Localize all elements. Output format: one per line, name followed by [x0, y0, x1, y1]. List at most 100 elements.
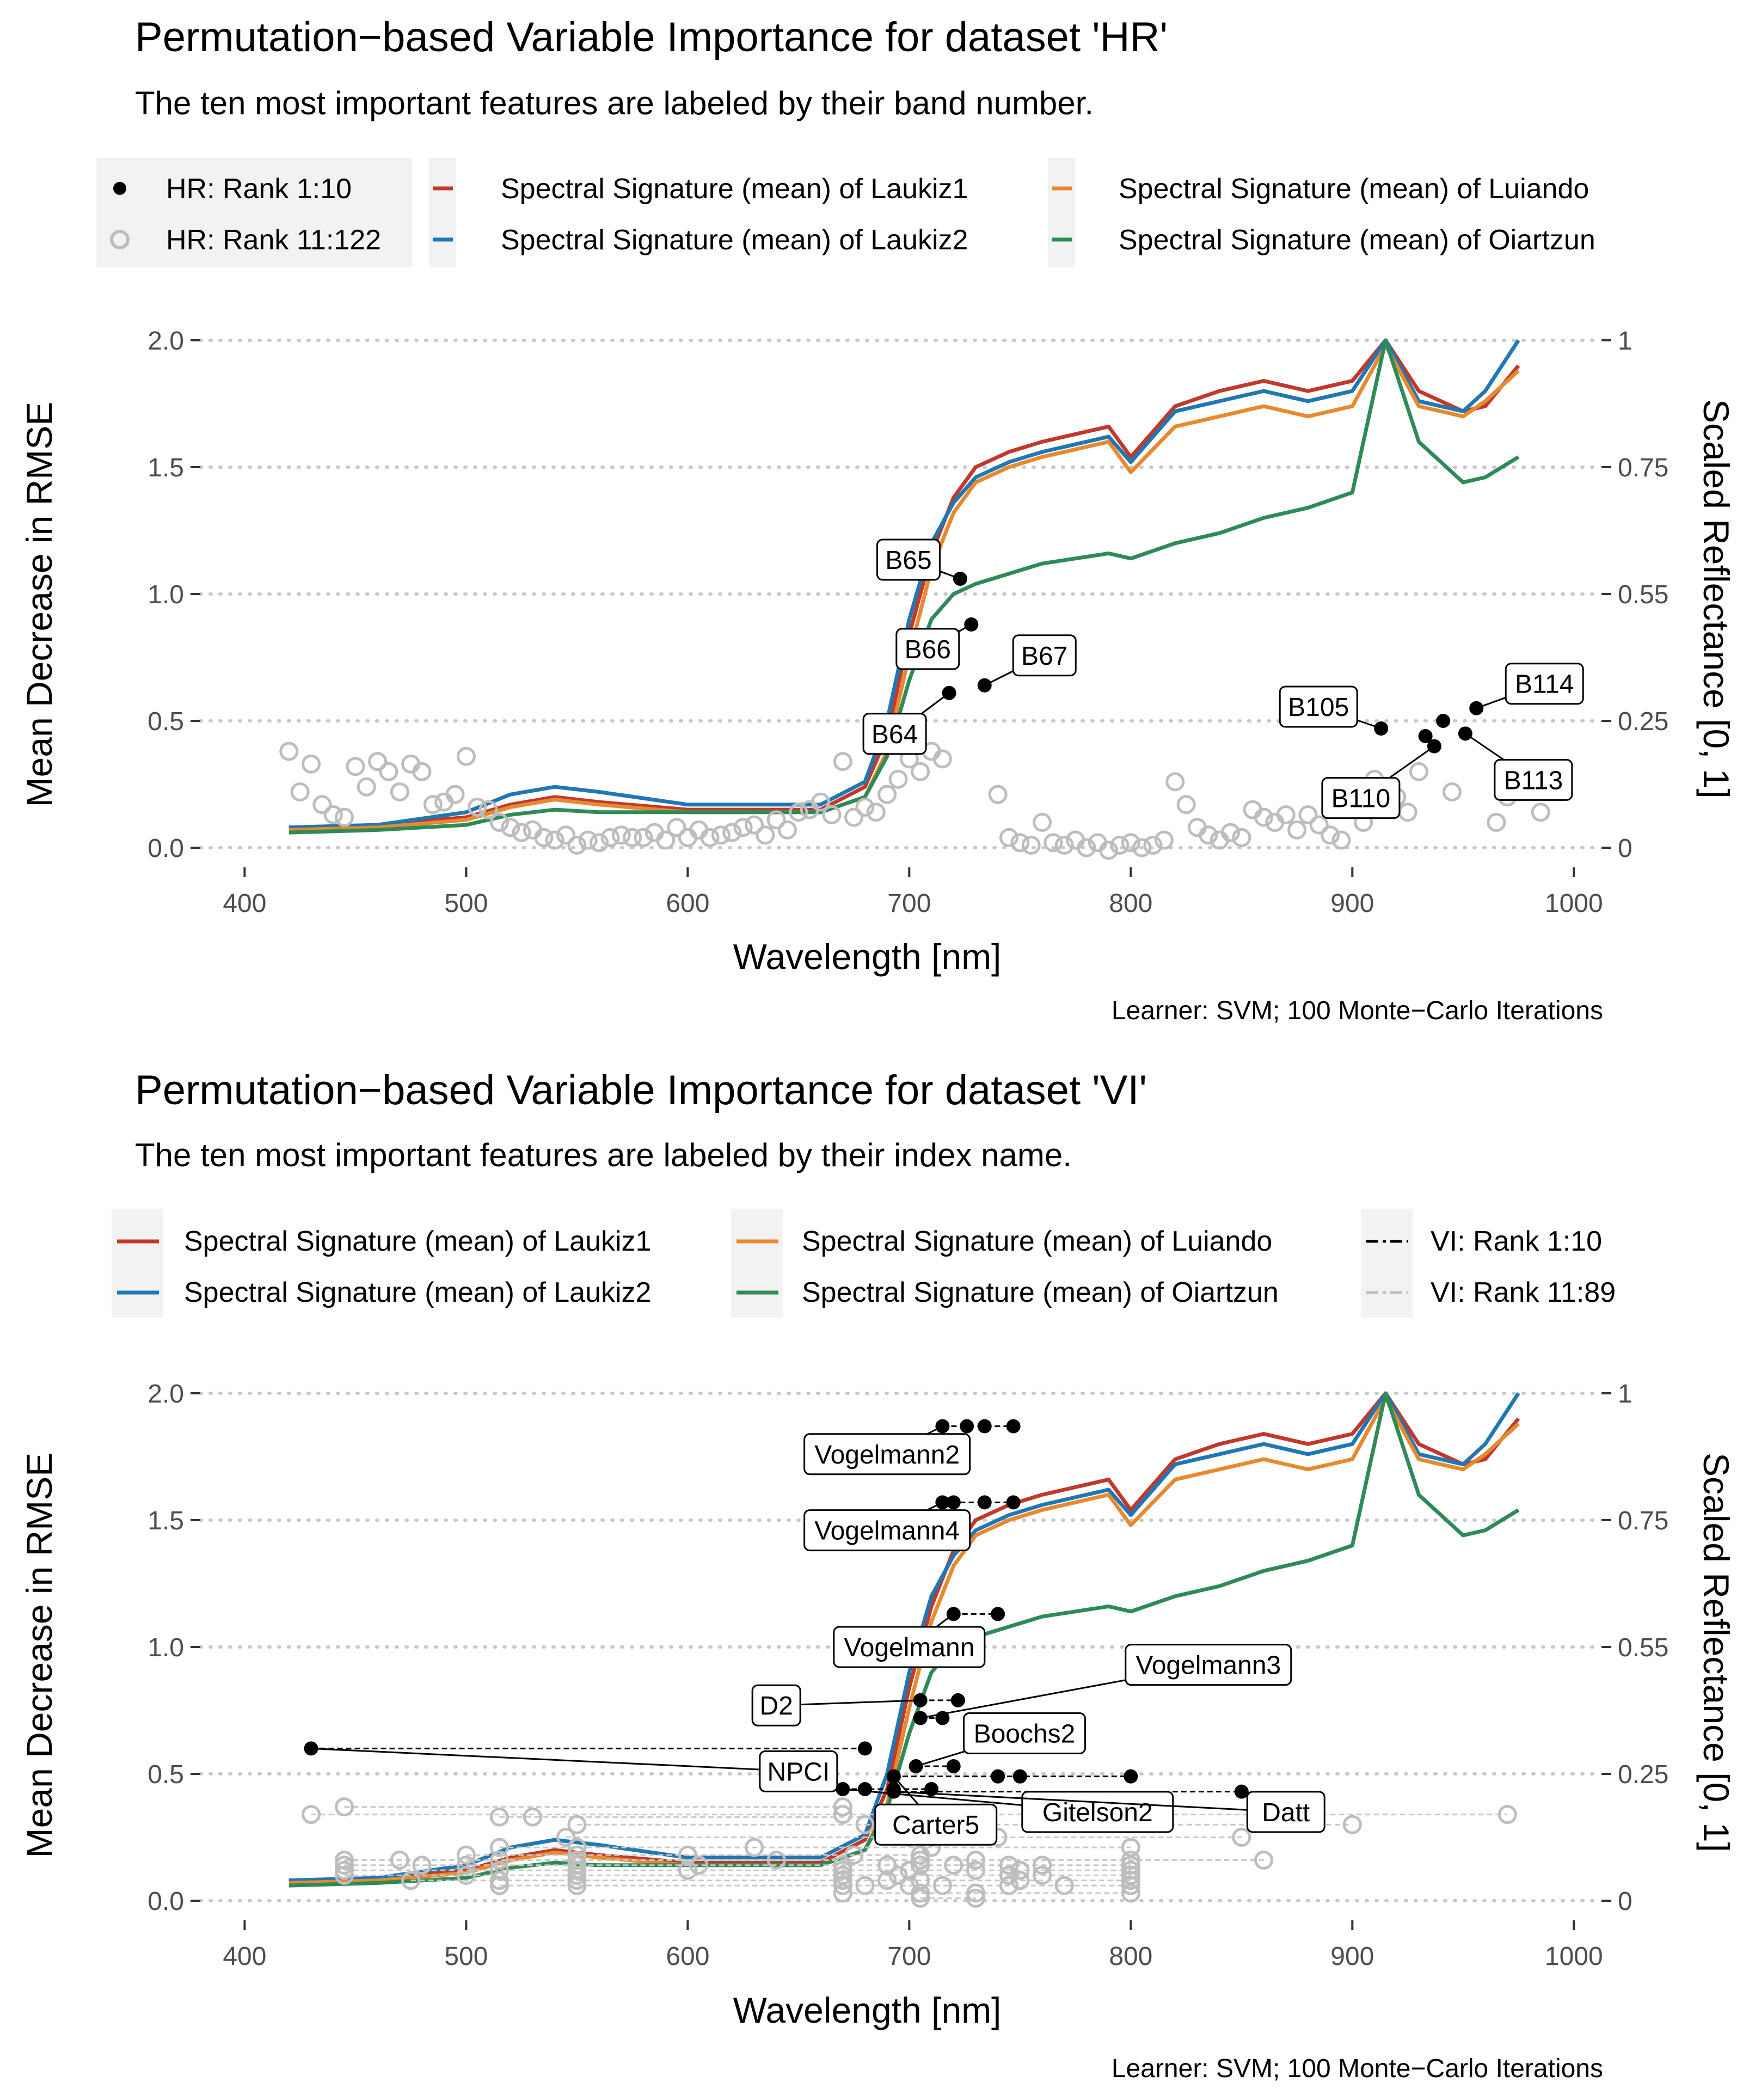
- vi-point-rank-other: [567, 1838, 587, 1857]
- hr-point-rank-other: [1442, 782, 1462, 802]
- vi-plot: 0.0 0.5 1.0 1.5 2.0 0 0.25 0.55 0.75 1 400 500 600 70…: [148, 1380, 1668, 1971]
- vi-point-rank-other: [1254, 1850, 1274, 1870]
- vi-point-rank-other: [489, 1876, 509, 1895]
- hr-point-rank-other: [1531, 803, 1550, 822]
- vi-label-text: D2: [759, 1692, 793, 1721]
- hr-point-rank-other: [335, 807, 354, 827]
- vi-legend-oiartzun: Spectral Signature (mean) of Oiartzun: [802, 1277, 1279, 1308]
- vi-point-rank-other: [855, 1815, 875, 1834]
- hr-point-rank-other: [346, 757, 365, 776]
- hr-x-axis-title: Wavelength [nm]: [733, 936, 1002, 977]
- hr-point-rank-other: [556, 825, 576, 845]
- hr-point-rank-other: [877, 785, 897, 804]
- hr-point-rank-other: [711, 825, 731, 845]
- vi-legend-key-bg-1: [112, 1209, 163, 1318]
- hr-legend-key-bg-2: [429, 158, 456, 267]
- hr-label-text: B66: [905, 635, 951, 664]
- vi-y2-tick-label: 0.55: [1618, 1633, 1668, 1662]
- hr-spectral-line-3: [289, 343, 1520, 832]
- hr-plot: 0.0 0.5 1.0 1.5 2.0 0 0.25 0.55 0.75 1 400 500 600 70…: [148, 327, 1668, 918]
- vi-point-rank-other: [833, 1883, 852, 1903]
- hr-y-tick-label: 0.0: [148, 834, 184, 863]
- vi-label-text: Gitelson2: [1042, 1798, 1153, 1827]
- vi-point-rank-other: [911, 1883, 930, 1903]
- vi-label-box: [803, 1509, 971, 1552]
- hr-point-rank-other: [855, 797, 875, 817]
- hr-point-rank-other: [534, 828, 554, 847]
- hr-x-tick-label: 600: [666, 889, 709, 918]
- vi-point-rank-other: [412, 1856, 432, 1875]
- hr-point-rank-other: [578, 830, 598, 850]
- vi-point-rank-top: [1006, 1419, 1021, 1434]
- hr-point-rank-top: [1436, 714, 1451, 728]
- hr-label-text: B65: [885, 546, 931, 575]
- vi-label-leader: [311, 1747, 799, 1772]
- vi-label-box: [1246, 1791, 1325, 1833]
- vi-point-rank-other: [556, 1828, 576, 1847]
- hr-point-rank-other: [789, 803, 808, 822]
- hr-point-rank-other: [811, 792, 831, 812]
- hr-point-rank-other: [778, 820, 797, 840]
- hr-label-box: [1279, 685, 1358, 728]
- hr-legend-key-bg-3: [1048, 158, 1075, 267]
- vi-label-text: Vogelmann: [844, 1633, 974, 1662]
- hr-point-rank-other: [1033, 812, 1052, 832]
- hr-point-rank-other: [667, 818, 686, 837]
- hr-legend-rank-top-key: [113, 182, 126, 195]
- hr-label-text: B110: [1331, 785, 1391, 813]
- vi-point-rank-other: [1121, 1883, 1140, 1903]
- vi-label-text: Vogelmann2: [814, 1441, 960, 1470]
- hr-spectral-line-1: [289, 338, 1520, 830]
- hr-x-tick-label: 700: [887, 889, 931, 918]
- hr-point-rank-other: [1331, 830, 1351, 850]
- vi-point-rank-other: [911, 1888, 930, 1908]
- vi-point-rank-top: [977, 1419, 992, 1434]
- hr-point-rank-other: [545, 830, 564, 850]
- hr-point-rank-other: [611, 825, 631, 845]
- vi-point-rank-other: [567, 1876, 587, 1895]
- vi-label-box: [874, 1803, 998, 1846]
- hr-point-rank-other: [1121, 833, 1140, 853]
- hr-point-rank-other: [489, 812, 509, 832]
- vi-point-rank-other: [456, 1845, 476, 1865]
- vi-y2-axis-title: Scaled Reflectance [0, 1]: [1696, 1453, 1736, 1852]
- vi-label-box: [803, 1433, 971, 1475]
- hr-x-tick-label: 800: [1109, 889, 1152, 918]
- vi-point-rank-top: [960, 1419, 974, 1434]
- vi-x-tick-label: 600: [666, 1942, 709, 1971]
- vi-point-rank-other: [888, 1865, 908, 1885]
- vi-point-rank-other: [678, 1860, 697, 1880]
- hr-point-rank-other: [700, 828, 720, 847]
- hr-legend: HR: Rank 1:10 HR: Rank 11:122 Spectral S…: [96, 158, 1595, 267]
- hr-y2-tick-label: 0.25: [1618, 707, 1668, 736]
- vi-point-rank-other: [390, 1850, 409, 1870]
- hr-point-rank-other: [512, 823, 531, 842]
- hr-point-rank-other: [1232, 828, 1251, 847]
- vi-x-tick-label: 800: [1109, 1942, 1152, 1971]
- vi-point-rank-top: [991, 1769, 1005, 1784]
- hr-point-rank-other: [1321, 825, 1340, 845]
- vi-point-rank-top: [857, 1741, 872, 1756]
- vi-x-tick-label: 1000: [1545, 1942, 1603, 1971]
- vi-point-rank-other: [523, 1807, 542, 1827]
- hr-x-tick-label: 900: [1330, 889, 1374, 918]
- hr-x-tick-label: 400: [223, 889, 266, 918]
- vi-legend-rank-top: VI: Rank 1:10: [1431, 1226, 1602, 1257]
- hr-point-rank-other: [1199, 825, 1218, 845]
- vi-y2-tick-label: 1: [1618, 1380, 1632, 1409]
- hr-point-rank-other: [1276, 805, 1296, 824]
- hr-point-rank-other: [1287, 820, 1307, 840]
- hr-point-rank-other: [766, 810, 786, 830]
- vi-y-tick-label: 1.5: [148, 1507, 184, 1535]
- vi-point-rank-top: [946, 1495, 961, 1510]
- hr-point-rank-other: [279, 742, 299, 761]
- hr-point-rank-other: [312, 795, 332, 815]
- hr-label-box: [1494, 758, 1573, 801]
- hr-point-rank-other: [1143, 835, 1163, 855]
- vi-point-rank-other: [1033, 1856, 1052, 1875]
- hr-point-rank-other: [1298, 805, 1318, 824]
- vi-point-rank-other: [966, 1860, 985, 1880]
- hr-point-rank-other: [1165, 772, 1185, 792]
- vi-y-tick-label: 1.0: [148, 1633, 184, 1662]
- hr-y-tick-label: 0.5: [148, 707, 184, 736]
